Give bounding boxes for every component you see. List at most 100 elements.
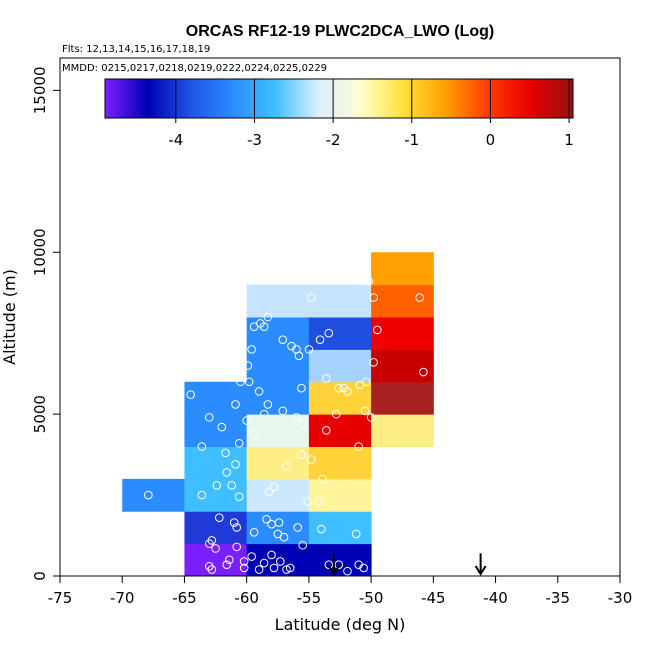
observation-point (231, 460, 240, 469)
heatmap-cell (122, 478, 185, 512)
observation-point (369, 358, 378, 367)
heatmap-cells (122, 252, 434, 577)
x-tick-label: -30 (608, 589, 633, 607)
observation-point (318, 474, 327, 484)
heatmap-cell (308, 284, 372, 318)
observation-point (307, 455, 316, 464)
observation-point (297, 450, 306, 459)
flight-arrow (327, 553, 340, 576)
x-tick-label: -45 (421, 589, 446, 607)
observation-point (254, 565, 264, 574)
observation-point (259, 409, 269, 419)
observation-point (317, 524, 326, 534)
heatmap-cell (246, 543, 310, 577)
observation-point (144, 490, 153, 500)
observation-point (197, 490, 207, 500)
heatmap-cell (308, 446, 372, 480)
observation-point (224, 555, 234, 565)
observation-point (373, 325, 382, 335)
observation-point (324, 328, 334, 338)
x-axis: -75 -70 -65 -60 -55 -50 -45 -40 -35 -30 (48, 576, 633, 607)
heatmap-cell (246, 349, 310, 383)
y-axis: 0 5000 10000 15000 (31, 67, 60, 581)
observation-point (359, 563, 368, 573)
observation-point (322, 426, 331, 435)
flight-arrow (474, 553, 487, 576)
observation-point (221, 448, 230, 458)
observation-point (269, 563, 279, 573)
observation-point (211, 544, 220, 553)
observation-point (334, 560, 344, 569)
observation-point (275, 557, 285, 566)
observation-point (254, 387, 264, 396)
x-tick-label: -35 (546, 589, 571, 607)
heatmap-cell (371, 414, 434, 447)
observation-point (259, 558, 269, 568)
x-tick-label: -75 (48, 589, 73, 607)
heatmap-cell (184, 381, 248, 415)
x-tick-label: -40 (483, 589, 508, 607)
heatmap-cell (246, 317, 310, 350)
heatmap-cell (246, 478, 310, 512)
observation-point (262, 515, 271, 524)
flights-subtitle: Flts: 12,13,14,15,16,17,18,19 (62, 44, 210, 55)
heatmap-cell (371, 317, 434, 350)
heatmap-cell (184, 446, 248, 480)
observation-point (247, 345, 256, 354)
colorbar-tick-label: -4 (168, 131, 183, 149)
observation-point (249, 429, 259, 438)
y-tick-label: 15000 (31, 67, 49, 115)
observation-point (242, 416, 251, 425)
observation-point (314, 497, 324, 506)
observation-point (263, 400, 273, 409)
colorbar-gradient (104, 78, 574, 119)
observation-point (227, 481, 237, 490)
colorbar-tick-label: -1 (404, 131, 419, 149)
observation-point (205, 413, 214, 422)
observation-point (205, 539, 214, 548)
observation-point (207, 565, 217, 574)
observation-point (360, 406, 370, 416)
observation-point (307, 293, 316, 302)
heatmap-cell (308, 478, 372, 512)
flight-arrows (327, 553, 487, 576)
observation-point (244, 377, 254, 387)
observation-point (256, 319, 265, 328)
observation-point (351, 529, 361, 539)
y-axis-label: Altitude (m) (0, 269, 19, 365)
observation-point (217, 422, 227, 432)
observation-point (415, 293, 424, 302)
dates-subtitle: MMDD: 0215,0217,0218,0219,0222,0224,0225… (62, 63, 327, 74)
heatmap-cell (246, 511, 310, 545)
observation-point (343, 566, 352, 576)
plot-frame (59, 57, 621, 577)
heatmap-cell (246, 381, 310, 415)
observation-point (298, 419, 307, 429)
observation-point (282, 461, 291, 471)
observation-point (278, 335, 288, 344)
heatmap-cell (371, 284, 434, 318)
y-tick-label: 0 (31, 571, 49, 581)
observation-point (419, 367, 428, 377)
observation-point (315, 335, 325, 344)
heatmap-cell (371, 252, 434, 286)
observation-point (297, 383, 306, 393)
y-tick-label: 10000 (31, 228, 49, 276)
heatmap-cell (184, 414, 248, 447)
observation-point (285, 563, 295, 573)
heatmap-cell (184, 478, 248, 512)
observation-point (269, 482, 279, 492)
observation-point (267, 550, 276, 560)
observation-points (144, 277, 428, 576)
observation-point (247, 552, 256, 561)
x-tick-label: -70 (110, 589, 135, 607)
observation-point (197, 442, 207, 451)
observation-point (354, 442, 363, 451)
x-tick-label: -50 (359, 589, 384, 607)
chart-title: ORCAS RF12-19 PLWC2DCA_LWO (Log) (186, 23, 494, 40)
heatmap-cell (308, 414, 372, 447)
heatmap-cell (371, 381, 434, 415)
observation-point (366, 413, 376, 422)
colorbar: -4 -3 -2 -1 0 1 (104, 78, 574, 149)
